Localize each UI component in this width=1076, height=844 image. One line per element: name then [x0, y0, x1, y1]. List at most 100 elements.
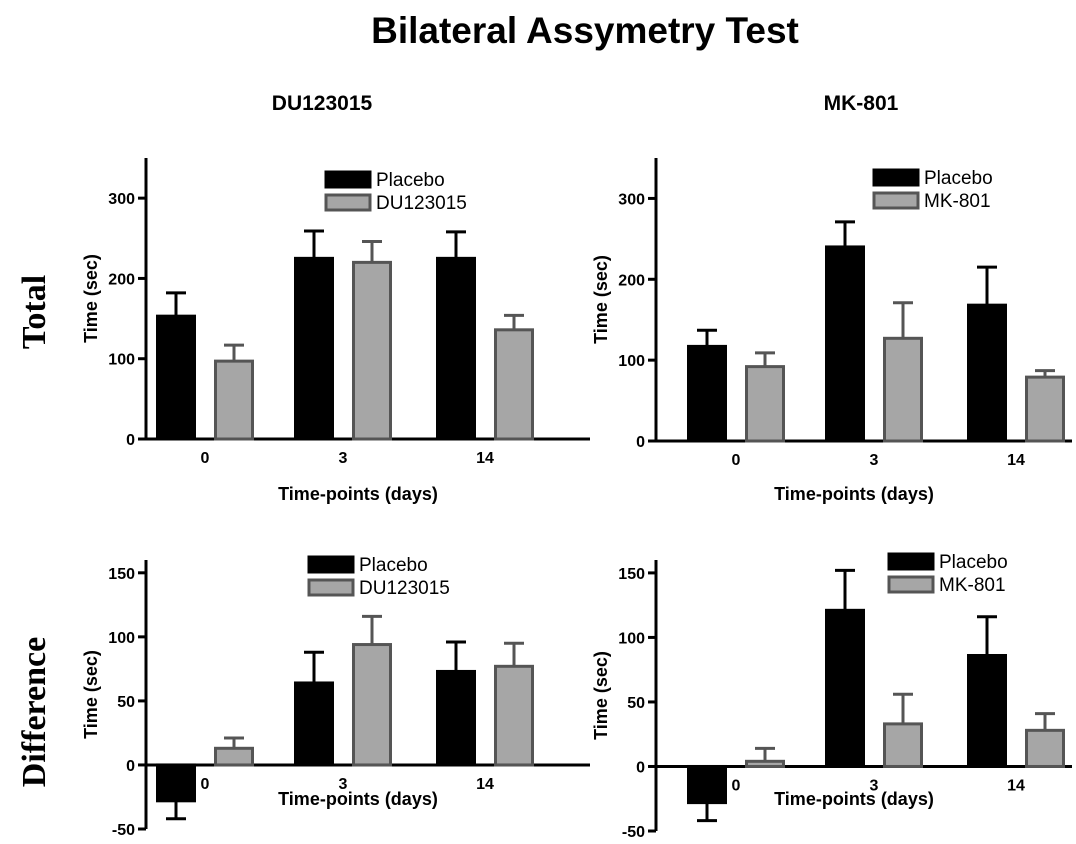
- bar-group: [494, 641, 534, 767]
- x-tick-label: 0: [732, 452, 741, 469]
- y-axis-label: Time (sec): [591, 651, 611, 740]
- bar-placebo: [436, 669, 476, 767]
- bar-group: [436, 640, 476, 767]
- bar-drug: [1025, 728, 1065, 768]
- bar-placebo: [967, 653, 1007, 768]
- bar-placebo: [156, 314, 196, 441]
- chart-panel-2: -50 0 50 100 150 Time (sec) Time-points (days)…: [81, 555, 590, 839]
- bar-drug: [494, 664, 534, 767]
- y-tick-label: 150: [108, 566, 135, 583]
- x-tick-label: 14: [1007, 777, 1025, 794]
- bar-group: [352, 239, 392, 441]
- legend-swatch-placebo: [872, 168, 920, 187]
- chart-panel-3: -50 0 50 100 150 Time (sec) Time-points (days)…: [591, 552, 1072, 841]
- bar-placebo: [156, 763, 196, 803]
- row-label-total: Total: [16, 275, 53, 349]
- chart-panel-1: 0 100 200 300 Time (sec) Time-points (days) 0 3…: [591, 158, 1072, 504]
- legend-label: Placebo: [359, 555, 428, 576]
- bar-drug: [494, 328, 534, 441]
- legend-swatch-placebo: [887, 552, 935, 571]
- y-tick-label: 300: [108, 191, 135, 208]
- bar-placebo: [687, 764, 727, 805]
- bar-drug: [352, 260, 392, 441]
- y-tick-label: 200: [108, 271, 135, 288]
- x-tick-label: 0: [732, 777, 741, 794]
- bar-drug: [214, 746, 254, 767]
- bar-group: [494, 313, 534, 441]
- x-tick-label: 14: [1007, 452, 1025, 469]
- bar-group: [156, 763, 196, 821]
- y-tick-label: -50: [622, 824, 645, 841]
- legend-label: MK-801: [939, 575, 1006, 596]
- y-axis-label: Time (sec): [81, 254, 101, 343]
- legend-label: DU123015: [376, 193, 467, 214]
- bar-group: [967, 265, 1007, 443]
- bar-group: [214, 736, 254, 767]
- bar-group: [687, 764, 727, 823]
- bar-placebo: [294, 681, 334, 767]
- bar-group: [825, 220, 865, 443]
- x-axis-label: Time-points (days): [278, 484, 438, 504]
- legend-label: Placebo: [376, 170, 445, 191]
- legend-label: Placebo: [924, 168, 993, 189]
- bar-group: [156, 291, 196, 441]
- y-tick-label: 0: [636, 434, 645, 451]
- bar-group: [436, 230, 476, 441]
- y-tick-label: 0: [126, 758, 135, 775]
- y-tick-label: 200: [618, 272, 645, 289]
- bar-group: [352, 614, 392, 767]
- y-tick-label: 50: [117, 694, 135, 711]
- legend-swatch-placebo: [324, 170, 372, 189]
- bar-group: [967, 615, 1007, 768]
- x-tick-label: 3: [870, 777, 879, 794]
- bar-drug: [745, 759, 785, 768]
- y-tick-label: 100: [108, 630, 135, 647]
- x-tick-label: 3: [339, 450, 348, 467]
- bar-group: [883, 301, 923, 443]
- legend-swatch-drug: [324, 193, 372, 212]
- y-tick-label: 100: [108, 352, 135, 369]
- bar-drug: [883, 722, 923, 768]
- bar-placebo: [687, 344, 727, 443]
- legend-swatch-drug: [887, 575, 935, 594]
- bar-drug: [352, 643, 392, 767]
- legend-swatch-drug: [307, 578, 355, 597]
- y-tick-label: 0: [636, 759, 645, 776]
- bar-group: [214, 343, 254, 441]
- bar-placebo: [294, 256, 334, 441]
- column-title-du123015: DU123015: [272, 92, 373, 115]
- bar-group: [687, 328, 727, 443]
- bar-placebo: [825, 245, 865, 443]
- column-title-mk801: MK-801: [824, 92, 899, 115]
- bar-group: [294, 229, 334, 441]
- bar-placebo: [436, 256, 476, 441]
- x-axis-label: Time-points (days): [278, 789, 438, 809]
- bar-group: [883, 692, 923, 768]
- y-axis-label: Time (sec): [591, 255, 611, 344]
- y-tick-label: 100: [618, 630, 645, 647]
- x-axis-label: Time-points (days): [774, 789, 934, 809]
- y-tick-label: -50: [112, 822, 135, 839]
- legend-swatch-drug: [872, 191, 920, 210]
- legend-label: DU123015: [359, 578, 450, 599]
- x-tick-label: 3: [339, 776, 348, 793]
- y-tick-label: 0: [126, 432, 135, 449]
- bar-placebo: [967, 303, 1007, 443]
- y-axis-label: Time (sec): [81, 650, 101, 739]
- bar-group: [1025, 369, 1065, 443]
- x-tick-label: 3: [870, 452, 879, 469]
- legend-swatch-placebo: [307, 555, 355, 574]
- bar-group: [1025, 712, 1065, 768]
- bar-drug: [883, 336, 923, 443]
- bar-group: [745, 351, 785, 443]
- legend-label: Placebo: [939, 552, 1008, 573]
- x-tick-label: 14: [476, 450, 494, 467]
- y-tick-label: 300: [618, 191, 645, 208]
- y-tick-label: 50: [627, 695, 645, 712]
